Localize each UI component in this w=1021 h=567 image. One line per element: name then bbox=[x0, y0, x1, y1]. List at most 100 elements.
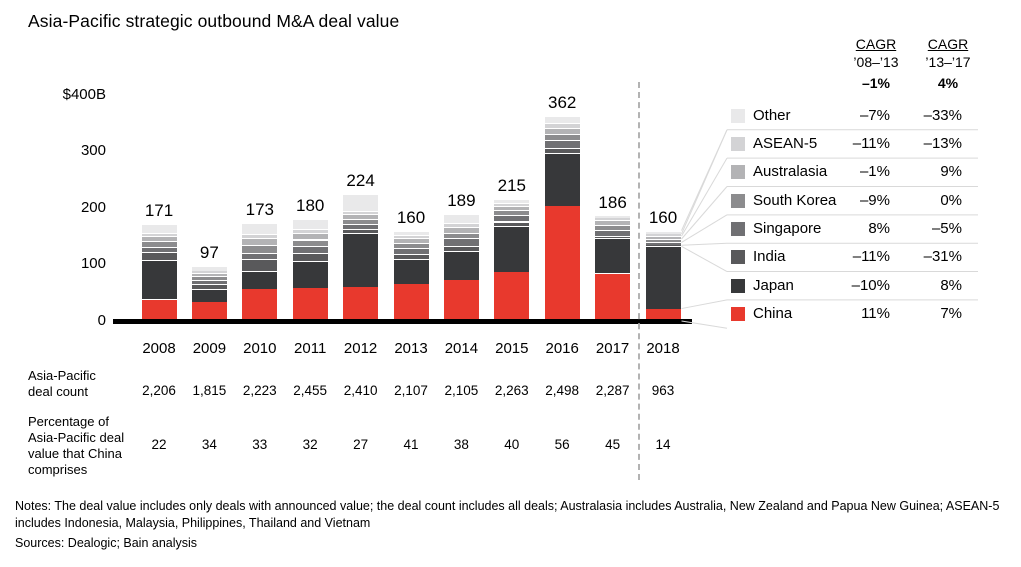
bar-segment-japan bbox=[544, 153, 580, 207]
cagr-08-13-asean-5: –11% bbox=[852, 135, 890, 153]
china-percentage-value: 33 bbox=[252, 437, 268, 452]
deal-count-value: 2,105 bbox=[444, 383, 479, 398]
bar-segment-asean-5 bbox=[393, 235, 429, 238]
cagr-08-13-other: –7% bbox=[859, 106, 890, 124]
bar-segment-japan bbox=[141, 259, 177, 300]
bar-segment-japan bbox=[292, 261, 328, 289]
bar-segment-china bbox=[645, 308, 681, 321]
deal-count-value: 2,287 bbox=[595, 383, 630, 398]
bar-segment-australasia bbox=[141, 236, 177, 242]
legend-label-japan: Japan bbox=[753, 276, 794, 294]
singapore-swatch bbox=[731, 222, 745, 237]
x-axis-year: 2017 bbox=[595, 340, 630, 357]
bar-segment-japan bbox=[494, 226, 530, 273]
x-axis-year: 2009 bbox=[192, 340, 227, 357]
y-tick-label: $400B bbox=[62, 85, 106, 103]
china-percentage-value: 56 bbox=[554, 437, 570, 452]
bar-segment-australasia bbox=[645, 236, 681, 239]
china-percentage-row-label: Percentage of Asia-Pacific deal value th… bbox=[28, 414, 125, 477]
x-axis-year: 2008 bbox=[142, 340, 176, 357]
deal-count-row-label: Asia-Pacific deal count bbox=[28, 368, 96, 399]
bar-total-label: 97 bbox=[199, 243, 219, 263]
bar-segment-singapore bbox=[494, 215, 530, 222]
bar-total-label: 362 bbox=[548, 93, 577, 113]
bar-segment-australasia bbox=[191, 272, 227, 277]
bar-total-label: 180 bbox=[296, 196, 325, 216]
legend-label-china: China bbox=[753, 305, 793, 323]
bar-segment-china bbox=[393, 283, 429, 321]
china-percentage-value: 22 bbox=[151, 437, 167, 452]
legend-label-asean-5: ASEAN-5 bbox=[753, 135, 818, 153]
cagr-col2-header: CAGR bbox=[927, 36, 969, 52]
bar-segment-south-korea bbox=[242, 245, 278, 253]
bar-segment-south-korea bbox=[343, 219, 379, 224]
deal-count-value: 2,223 bbox=[242, 383, 277, 398]
cagr-13-17-other: –33% bbox=[923, 106, 962, 124]
deal-count-value: 2,206 bbox=[142, 383, 176, 398]
south-korea-swatch bbox=[731, 193, 745, 208]
cagr-08-13-south-korea: –9% bbox=[859, 191, 890, 209]
china-percentage-value: 34 bbox=[201, 437, 217, 452]
bar-segment-japan bbox=[443, 251, 479, 281]
bar-segment-other bbox=[191, 266, 227, 271]
cagr-13-17-japan: 8% bbox=[940, 276, 962, 294]
bar-total-label: 186 bbox=[598, 192, 627, 212]
bar-segment-japan bbox=[595, 238, 631, 274]
bar-segment-asean-5 bbox=[544, 123, 580, 128]
bar-segment-other bbox=[494, 199, 530, 203]
bar-total-label: 215 bbox=[497, 176, 526, 196]
bar-segment-south-korea bbox=[292, 239, 328, 247]
bar-segment-south-korea bbox=[191, 276, 227, 281]
bar-segment-asean-5 bbox=[494, 202, 530, 206]
bar-segment-japan bbox=[191, 288, 227, 303]
bar-segment-south-korea bbox=[595, 225, 631, 230]
cagr-08-13-china: 11% bbox=[861, 305, 890, 323]
notes-text: Notes: The deal value includes only deal… bbox=[15, 499, 1000, 530]
cagr-col1-header: CAGR bbox=[855, 36, 897, 52]
bar-segment-australasia bbox=[242, 238, 278, 246]
cagr-col2-total: 4% bbox=[937, 75, 959, 91]
china-percentage-value: 38 bbox=[453, 437, 469, 452]
bar-segment-australasia bbox=[595, 220, 631, 226]
bar-segment-other bbox=[393, 230, 429, 235]
cagr-08-13-singapore: 8% bbox=[868, 220, 890, 238]
deal-count-value: 2,455 bbox=[293, 383, 328, 398]
bar-segment-other bbox=[544, 116, 580, 124]
deal-count-value: 2,410 bbox=[343, 383, 378, 398]
cagr-col2-period: ’13–’17 bbox=[925, 54, 971, 70]
deal-count-value: 963 bbox=[651, 383, 675, 398]
bar-segment-asean-5 bbox=[191, 270, 227, 273]
bar-segment-china bbox=[443, 280, 479, 321]
x-axis-year: 2018 bbox=[646, 340, 680, 357]
x-axis-year: 2016 bbox=[545, 340, 579, 357]
cagr-col1-period: ’08–’13 bbox=[853, 54, 899, 70]
legend-label-south-korea: South Korea bbox=[753, 191, 837, 209]
bar-segment-south-korea bbox=[393, 243, 429, 248]
cagr-13-17-asean-5: –13% bbox=[923, 135, 962, 153]
bar-segment-australasia bbox=[443, 226, 479, 233]
bar-segment-asean-5 bbox=[141, 232, 177, 237]
bar-segment-india bbox=[443, 245, 479, 252]
bar-total-label: 189 bbox=[447, 191, 476, 211]
cagr-col1-total: –1% bbox=[861, 75, 891, 91]
x-axis-year: 2015 bbox=[495, 340, 529, 357]
bar-segment-japan bbox=[393, 258, 429, 284]
bar-segment-asean-5 bbox=[242, 233, 278, 239]
bar-segment-india bbox=[595, 235, 631, 239]
bar-segment-singapore bbox=[343, 223, 379, 229]
bar-segment-asean-5 bbox=[595, 218, 631, 221]
forecast-divider-line bbox=[638, 82, 640, 480]
bar-segment-south-korea bbox=[443, 232, 479, 239]
bar-segment-south-korea bbox=[141, 241, 177, 247]
bar-segment-south-korea bbox=[645, 239, 681, 243]
legend-label-india: India bbox=[753, 248, 786, 266]
bar-segment-other bbox=[292, 219, 328, 229]
y-tick-label: 300 bbox=[80, 142, 106, 160]
cagr-13-17-australasia: 9% bbox=[940, 163, 962, 181]
bar-segment-china bbox=[242, 288, 278, 321]
china-percentage-value: 40 bbox=[504, 437, 520, 452]
sources-text: Sources: Dealogic; Bain analysis bbox=[15, 536, 198, 550]
bar-segment-other bbox=[242, 223, 278, 234]
bar-segment-singapore bbox=[443, 238, 479, 246]
